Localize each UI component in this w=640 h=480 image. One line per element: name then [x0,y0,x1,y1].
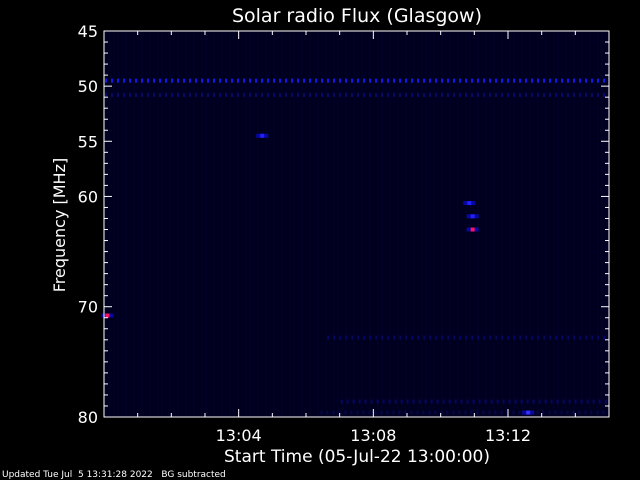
interference-line [327,335,606,340]
y-tick-label: 55 [78,132,98,151]
interference-line [105,78,605,83]
y-tick-label: 70 [78,298,98,317]
hot-spot [470,214,475,219]
chart-title: Solar radio Flux (Glasgow) [232,5,482,27]
y-tick-label: 50 [78,77,98,96]
hot-spot [526,410,531,415]
y-tick-label: 45 [78,22,98,41]
interference-line [340,399,607,404]
y-tick-label: 60 [78,187,98,206]
hot-spot [467,201,472,206]
plot-area [101,31,609,417]
plot-background [104,31,609,417]
y-axis-label: Frequency [MHz] [50,158,69,292]
hot-spot [470,227,475,232]
y-tick-label: 80 [78,408,98,427]
x-tick-label: 13:04 [216,426,262,445]
x-axis-label: Start Time (05-Jul-22 13:00:00) [224,447,490,467]
x-tick-label: 13:08 [350,426,396,445]
hot-spot [105,313,110,318]
update-footer: Updated Tue Jul 5 13:31:28 2022 BG subtr… [2,470,226,480]
axes: 45 50 55 60 70 80 13:04 13:08 13:12 [78,22,610,445]
interference-line [105,92,605,97]
x-tick-label: 13:12 [485,426,531,445]
plot-frame [103,30,610,418]
hot-spot [260,133,265,138]
